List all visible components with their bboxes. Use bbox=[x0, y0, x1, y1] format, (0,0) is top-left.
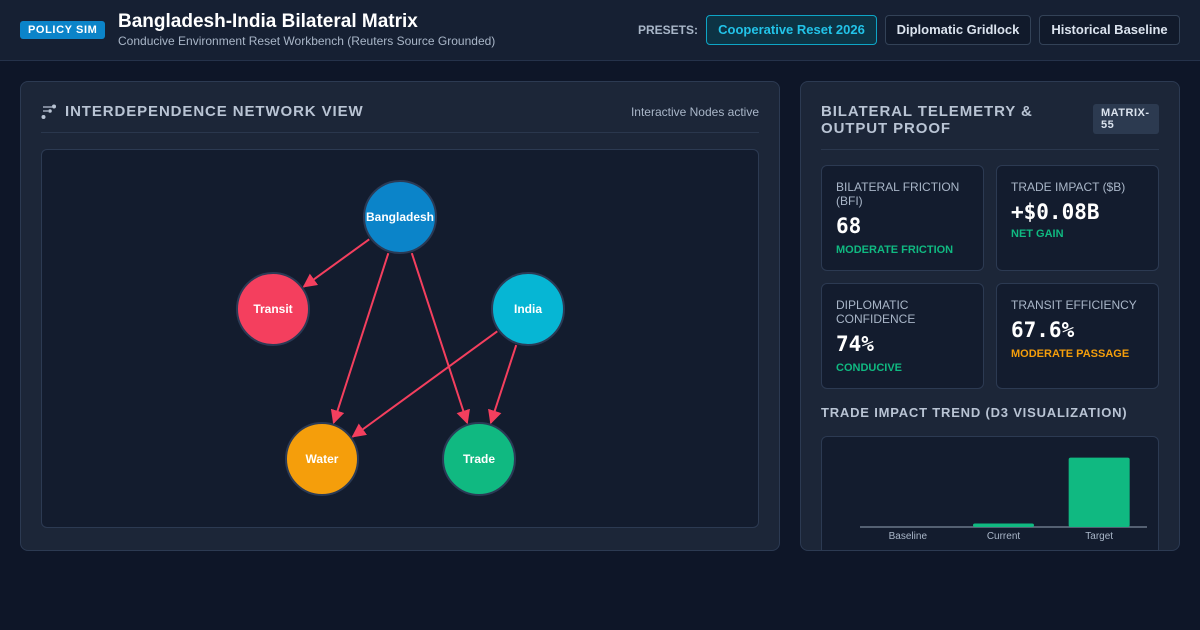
network-panel-title: INTERDEPENDENCE NETWORK VIEW bbox=[65, 103, 364, 120]
node-label: Transit bbox=[253, 302, 292, 316]
metric-card-diplomatic-confidence: DIPLOMATIC CONFIDENCE 74% CONDUCIVE bbox=[821, 283, 984, 389]
metric-value: 68 bbox=[836, 214, 862, 238]
metric-label: TRANSIT EFFICIENCY bbox=[1011, 298, 1137, 312]
metric-note: CONDUCIVE bbox=[836, 362, 903, 374]
telemetry-divider bbox=[821, 149, 1159, 150]
node-label: Trade bbox=[463, 452, 495, 466]
trend-title: TRADE IMPACT TREND (D3 VISUALIZATION) bbox=[821, 405, 1128, 420]
metric-card-trade-impact: TRADE IMPACT ($B) +$0.08B NET GAIN bbox=[996, 165, 1159, 271]
trend-chart: Baseline Current Target bbox=[821, 436, 1159, 550]
network-icon bbox=[41, 104, 56, 119]
network-status: Interactive Nodes active bbox=[630, 105, 759, 119]
node-water[interactable]: Water bbox=[285, 422, 359, 496]
node-transit[interactable]: Transit bbox=[236, 272, 310, 346]
node-bangladesh[interactable]: Bangladesh bbox=[363, 180, 437, 254]
presets-label: PRESETS: bbox=[638, 23, 699, 37]
metric-value: 74% bbox=[836, 332, 874, 356]
edge-bangladesh-trade bbox=[410, 252, 470, 425]
preset-historical-baseline-button[interactable]: Historical Baseline bbox=[1039, 15, 1180, 45]
matrix-badge: MATRIX-55 bbox=[1093, 104, 1159, 134]
node-circle bbox=[236, 272, 310, 346]
node-trade[interactable]: Trade bbox=[442, 422, 516, 496]
trend-tick-label: Target bbox=[1085, 531, 1113, 542]
trend-tick-label: Baseline bbox=[889, 531, 928, 542]
network-graph-canvas: Bangladesh Transit India Water Trade bbox=[236, 180, 565, 496]
metric-label: TRADE IMPACT ($B) bbox=[1011, 180, 1126, 194]
node-circle bbox=[491, 272, 565, 346]
node-label: India bbox=[514, 302, 542, 316]
metric-note: MODERATE FRICTION bbox=[836, 244, 954, 256]
node-circle bbox=[285, 422, 359, 496]
edge-bangladesh-transit bbox=[302, 238, 370, 288]
edge-india-trade bbox=[488, 344, 518, 425]
node-circle bbox=[442, 422, 516, 496]
trend-bar-target bbox=[1068, 457, 1130, 527]
telemetry-panel-title: BILATERAL TELEMETRY & OUTPUT PROOF bbox=[821, 103, 1033, 137]
metric-label: BILATERAL FRICTION (BFI) bbox=[836, 180, 960, 208]
network-divider bbox=[41, 132, 759, 133]
metric-note: MODERATE PASSAGE bbox=[1011, 348, 1130, 360]
network-panel: INTERDEPENDENCE NETWORK VIEW Interactive… bbox=[20, 81, 780, 551]
edge-india-water bbox=[351, 330, 498, 438]
trend-chart-canvas: Baseline Current Target bbox=[860, 457, 1147, 542]
metric-label: DIPLOMATIC CONFIDENCE bbox=[836, 298, 916, 326]
trend-tick-label: Current bbox=[987, 531, 1021, 542]
metric-value: +$0.08B bbox=[1011, 200, 1100, 224]
node-circle bbox=[363, 180, 437, 254]
edge-bangladesh-water bbox=[330, 252, 390, 425]
metric-note: NET GAIN bbox=[1011, 228, 1064, 240]
telemetry-panel: BILATERAL TELEMETRY & OUTPUT PROOF MATRI… bbox=[800, 81, 1180, 551]
app-title: Bangladesh-India Bilateral Matrix bbox=[118, 11, 418, 32]
metric-value: 67.6% bbox=[1011, 318, 1075, 342]
node-label: Water bbox=[306, 452, 339, 466]
preset-diplomatic-gridlock-button[interactable]: Diplomatic Gridlock bbox=[885, 15, 1031, 45]
metric-card-transit-efficiency: TRANSIT EFFICIENCY 67.6% MODERATE PASSAG… bbox=[996, 283, 1159, 389]
app-header: POLICY SIM Bangladesh-India Bilateral Ma… bbox=[0, 0, 1200, 61]
node-label: Bangladesh bbox=[366, 210, 434, 224]
policy-sim-badge: POLICY SIM bbox=[20, 21, 106, 39]
node-india[interactable]: India bbox=[491, 272, 565, 346]
network-graph: Bangladesh Transit India Water Trade bbox=[41, 149, 759, 528]
metric-card-bilateral-friction: BILATERAL FRICTION (BFI) 68 MODERATE FRI… bbox=[821, 165, 984, 271]
trend-bar-current bbox=[973, 523, 1034, 527]
preset-cooperative-reset-button[interactable]: Cooperative Reset 2026 bbox=[706, 15, 877, 45]
app-subtitle: Conducive Environment Reset Workbench (R… bbox=[118, 34, 496, 48]
